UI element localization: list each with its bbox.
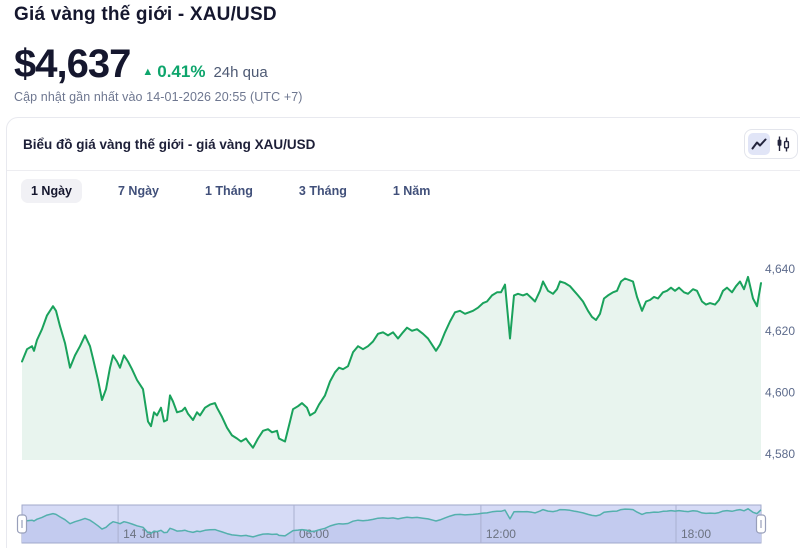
current-price: $4,637 xyxy=(14,42,131,86)
tab-1-nam[interactable]: 1 Năm xyxy=(383,179,441,203)
tab-1-thang[interactable]: 1 Tháng xyxy=(195,179,263,203)
line-chart-icon xyxy=(751,138,767,150)
last-updated-text: Cập nhật gần nhất vào 14-01-2026 20:55 (… xyxy=(14,90,303,104)
chart-card-header: Biểu đồ giá vàng thế giới - giá vàng XAU… xyxy=(7,118,800,171)
price-change-period: 24h qua xyxy=(213,64,268,81)
price-change: ▲ 0.41% xyxy=(142,62,205,82)
candlestick-icon xyxy=(777,136,790,152)
line-chart-toggle-button[interactable] xyxy=(748,133,770,155)
range-tabs: 1 Ngày 7 Ngày 1 Tháng 3 Tháng 1 Năm xyxy=(7,171,800,211)
candlestick-toggle-button[interactable] xyxy=(772,133,794,155)
chart-card-title: Biểu đồ giá vàng thế giới - giá vàng XAU… xyxy=(23,136,316,152)
tab-3-thang[interactable]: 3 Tháng xyxy=(289,179,357,203)
price-change-percent: 0.41% xyxy=(157,62,206,81)
page-title: Giá vàng thế giới - XAU/USD xyxy=(14,4,277,25)
chart-type-toggle-group xyxy=(744,129,798,159)
price-row: $4,637 ▲ 0.41% 24h qua xyxy=(14,42,268,87)
tab-7-ngay[interactable]: 7 Ngày xyxy=(108,179,169,203)
up-arrow-icon: ▲ xyxy=(142,66,154,78)
chart-card: Biểu đồ giá vàng thế giới - giá vàng XAU… xyxy=(6,117,800,548)
tab-1-ngay[interactable]: 1 Ngày xyxy=(21,179,82,203)
